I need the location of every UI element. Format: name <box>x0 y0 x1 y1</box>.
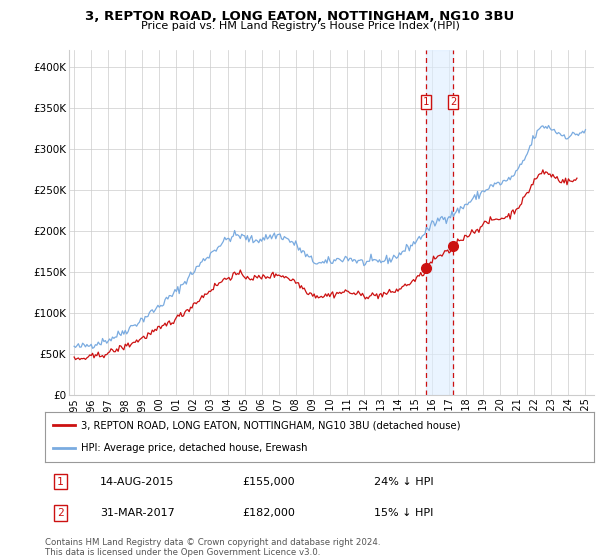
Text: 14-AUG-2015: 14-AUG-2015 <box>100 477 174 487</box>
Text: Contains HM Land Registry data © Crown copyright and database right 2024.
This d: Contains HM Land Registry data © Crown c… <box>45 538 380 557</box>
Text: 2: 2 <box>57 508 64 518</box>
Text: 3, REPTON ROAD, LONG EATON, NOTTINGHAM, NG10 3BU (detached house): 3, REPTON ROAD, LONG EATON, NOTTINGHAM, … <box>80 420 460 430</box>
Text: 15% ↓ HPI: 15% ↓ HPI <box>374 508 434 518</box>
Text: Price paid vs. HM Land Registry's House Price Index (HPI): Price paid vs. HM Land Registry's House … <box>140 21 460 31</box>
Text: 2: 2 <box>450 97 457 107</box>
Text: 1: 1 <box>57 477 64 487</box>
Text: £182,000: £182,000 <box>242 508 296 518</box>
Bar <box>425 50 454 395</box>
Text: HPI: Average price, detached house, Erewash: HPI: Average price, detached house, Erew… <box>80 444 307 454</box>
Text: 1: 1 <box>422 97 429 107</box>
Text: 3, REPTON ROAD, LONG EATON, NOTTINGHAM, NG10 3BU: 3, REPTON ROAD, LONG EATON, NOTTINGHAM, … <box>85 10 515 23</box>
Text: £155,000: £155,000 <box>242 477 295 487</box>
Text: 31-MAR-2017: 31-MAR-2017 <box>100 508 175 518</box>
Text: 24% ↓ HPI: 24% ↓ HPI <box>374 477 434 487</box>
